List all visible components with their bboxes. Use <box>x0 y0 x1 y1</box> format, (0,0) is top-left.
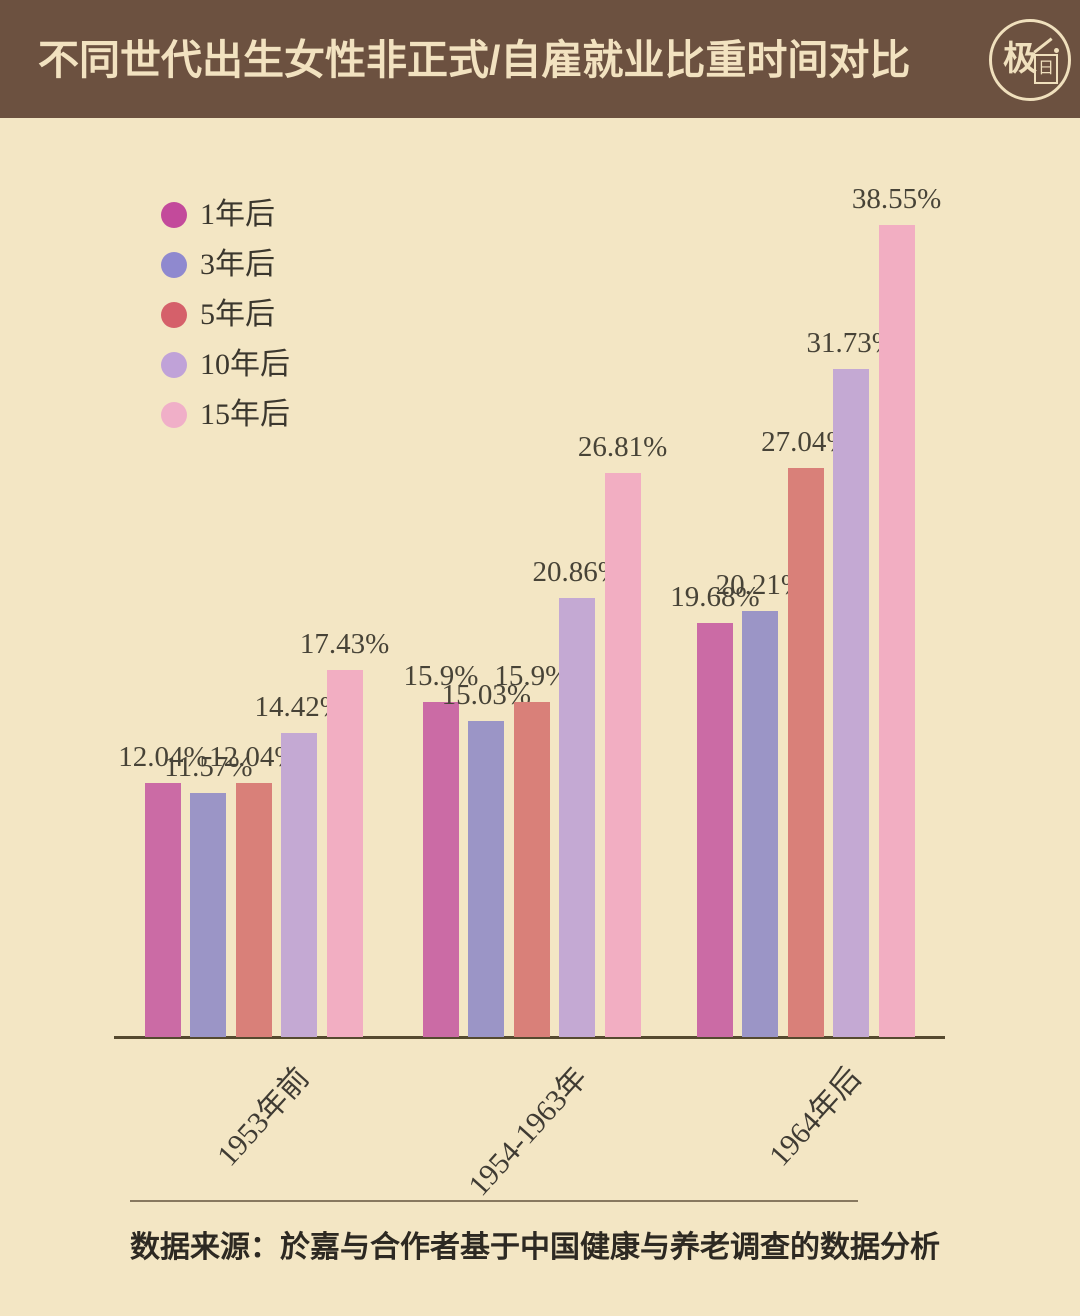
bar <box>559 598 596 1037</box>
bar <box>468 721 505 1037</box>
legend-dot-icon <box>161 252 187 278</box>
bar <box>742 611 779 1037</box>
legend-label: 5年后 <box>200 298 275 331</box>
bar <box>604 473 641 1037</box>
logo-char-left: 极 <box>1003 41 1037 78</box>
bar-value-label: 26.81% <box>577 431 668 463</box>
x-tick-label: 1953年前 <box>210 1061 316 1173</box>
bar-value-label: 17.43% <box>299 628 390 660</box>
legend-label: 1年后 <box>200 198 275 231</box>
legend-label: 10年后 <box>200 348 290 381</box>
data-source-note: 数据来源：於嘉与合作者基于中国健康与养老调查的数据分析 <box>130 1231 940 1264</box>
bar-value-label: 11.57% <box>164 751 253 783</box>
bar <box>326 670 363 1037</box>
bar-value-label: 12.04% <box>118 741 208 773</box>
x-axis-line <box>114 1036 945 1039</box>
bar <box>423 702 459 1037</box>
header-bar: 不同世代出生女性非正式/自雇就业比重时间对比 极 日 <box>0 0 1080 118</box>
page-title: 不同世代出生女性非正式/自雇就业比重时间对比 <box>38 37 911 83</box>
legend-label: 3年后 <box>200 248 275 281</box>
bar-value-label: 38.55% <box>851 183 942 215</box>
x-tick-label: 1964年后 <box>762 1061 868 1173</box>
legend-dot-icon <box>161 352 187 378</box>
logo-char-right: 日 <box>1034 54 1058 84</box>
bar <box>697 623 733 1037</box>
bar-value-label: 19.68% <box>670 581 760 613</box>
bar <box>190 793 227 1037</box>
bar <box>787 468 824 1037</box>
footer-divider <box>130 1200 858 1202</box>
legend-dot-icon <box>161 302 187 328</box>
bar <box>145 783 181 1037</box>
bar <box>833 369 870 1037</box>
jizhou-logo-icon: 极 日 <box>989 19 1071 101</box>
legend-label: 15年后 <box>200 398 290 431</box>
bar <box>281 733 318 1037</box>
bar <box>513 702 550 1037</box>
bar <box>235 783 272 1037</box>
legend-dot-icon <box>161 202 187 228</box>
logo-dot <box>1054 48 1059 53</box>
bar-value-label: 15.9% <box>494 660 570 692</box>
bar <box>878 225 915 1037</box>
x-tick-label: 1954-1963年 <box>461 1061 594 1203</box>
bar-value-label: 15.9% <box>403 660 479 692</box>
legend-dot-icon <box>161 402 187 428</box>
